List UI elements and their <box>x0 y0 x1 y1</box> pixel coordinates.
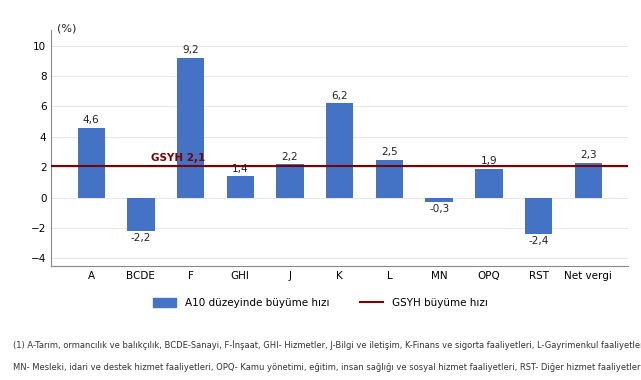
Bar <box>525 198 553 234</box>
Bar <box>475 169 503 198</box>
Text: 2,5: 2,5 <box>381 147 398 157</box>
Text: (%): (%) <box>56 24 76 33</box>
Text: 2,3: 2,3 <box>580 150 597 160</box>
Bar <box>376 160 403 198</box>
Bar <box>276 164 304 198</box>
Bar <box>127 198 154 231</box>
Text: -0,3: -0,3 <box>429 204 449 214</box>
Text: 9,2: 9,2 <box>182 46 199 55</box>
Text: -2,4: -2,4 <box>528 236 549 246</box>
Text: 1,4: 1,4 <box>232 164 249 174</box>
Text: (1) A-Tarım, ormancılık ve balıkçılık, BCDE-Sanayi, F-İnşaat, GHI- Hizmetler, J-: (1) A-Tarım, ormancılık ve balıkçılık, B… <box>13 340 641 350</box>
Text: 2,2: 2,2 <box>281 152 298 162</box>
Text: 4,6: 4,6 <box>83 116 99 125</box>
Bar <box>426 198 453 202</box>
Text: 1,9: 1,9 <box>481 157 497 166</box>
Bar <box>227 176 254 198</box>
Legend: A10 düzeyinde büyüme hızı, GSYH büyüme hızı: A10 düzeyinde büyüme hızı, GSYH büyüme h… <box>153 298 488 308</box>
Bar <box>574 163 602 198</box>
Text: -2,2: -2,2 <box>131 233 151 243</box>
Bar <box>78 128 105 198</box>
Text: 6,2: 6,2 <box>331 91 348 101</box>
Bar <box>326 103 353 198</box>
Text: MN- Mesleki, idari ve destek hizmet faaliyetleri, OPQ- Kamu yönetimi, eğitim, in: MN- Mesleki, idari ve destek hizmet faal… <box>13 364 641 372</box>
Bar <box>177 58 204 198</box>
Text: GSYH 2,1: GSYH 2,1 <box>151 153 205 163</box>
